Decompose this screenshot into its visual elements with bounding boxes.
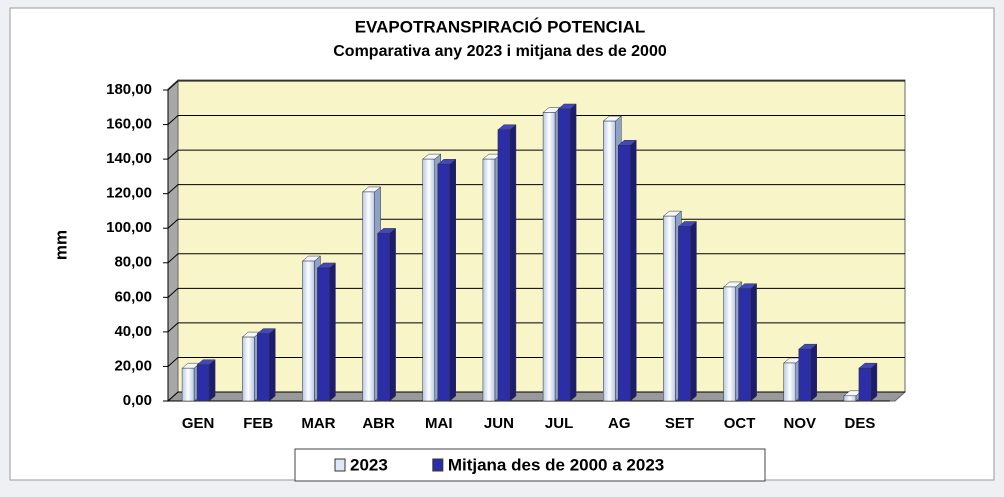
y-tick-label: 160,00 — [106, 116, 152, 133]
bar — [497, 129, 511, 402]
x-tick-label: SET — [665, 415, 694, 432]
grid-line — [167, 322, 905, 333]
bar — [317, 267, 330, 402]
bar — [603, 120, 616, 402]
bar — [843, 395, 857, 402]
y-tick-label: 60,00 — [114, 288, 152, 305]
bar — [663, 215, 676, 402]
legend-swatch — [334, 458, 346, 472]
grid-line — [167, 391, 905, 402]
bar — [678, 226, 691, 402]
x-tick-label: MAI — [425, 415, 453, 432]
bar-side — [690, 220, 697, 402]
bar — [362, 191, 375, 402]
bar-side — [630, 139, 637, 402]
x-tick-label: JUL — [545, 415, 573, 432]
bar-side — [750, 283, 757, 402]
bar — [542, 112, 556, 402]
bar-side — [389, 227, 396, 402]
grid-line — [167, 149, 905, 160]
legend — [294, 448, 766, 482]
grid-line — [167, 115, 905, 125]
bar — [242, 336, 255, 402]
bar — [618, 145, 631, 402]
bar-side — [449, 158, 456, 402]
x-tick-label: DES — [844, 415, 875, 432]
legend-label: 2023 — [350, 455, 388, 474]
back-wall — [177, 79, 906, 393]
y-tick-label: 140,00 — [106, 150, 152, 167]
x-tick-label: MAR — [301, 415, 335, 432]
grid-line — [167, 218, 905, 229]
bar — [181, 367, 195, 402]
bar-side — [569, 103, 577, 402]
bar-side — [329, 262, 336, 402]
bar — [738, 288, 751, 402]
x-tick-label: GEN — [182, 415, 215, 432]
bar — [422, 158, 435, 402]
grid-line — [167, 253, 905, 264]
bar-side — [810, 343, 817, 402]
grid-line — [167, 287, 905, 298]
bar — [257, 333, 270, 402]
x-tick-label: ABR — [362, 415, 395, 432]
bar — [302, 260, 315, 402]
x-tick-label: NOV — [783, 415, 816, 432]
y-tick-label: 80,00 — [114, 254, 152, 271]
legend-swatch — [432, 458, 444, 472]
chart-title: EVAPOTRANSPIRACIÓ POTENCIAL — [355, 17, 646, 36]
bar-side — [208, 359, 216, 402]
x-tick-label: OCT — [724, 415, 756, 432]
y-tick-label: 180,00 — [106, 81, 152, 98]
y-axis-label: mm — [51, 230, 70, 260]
grid-line — [167, 356, 905, 367]
y-tick-label: 40,00 — [114, 323, 152, 340]
y-tick-label: 0,00 — [123, 392, 152, 409]
chart-subtitle: Comparativa any 2023 i mitjana des de 20… — [333, 43, 667, 60]
bar — [783, 362, 796, 402]
bar — [377, 233, 390, 402]
bar — [557, 108, 571, 402]
grid-line — [167, 184, 905, 195]
bar — [482, 158, 496, 402]
bar — [437, 164, 450, 402]
x-tick-label: FEB — [243, 415, 273, 432]
x-tick-label: AG — [608, 415, 631, 432]
bar — [196, 364, 210, 402]
side-wall — [167, 78, 179, 403]
x-tick-label: JUN — [484, 415, 514, 432]
y-tick-label: 120,00 — [106, 185, 152, 202]
bar — [858, 367, 872, 402]
bar-side — [269, 328, 276, 402]
bar-side — [870, 362, 878, 402]
y-tick-label: 20,00 — [114, 357, 152, 374]
bar-side — [509, 124, 517, 402]
y-tick-label: 100,00 — [106, 219, 152, 236]
grid-line — [167, 80, 905, 91]
bar — [798, 348, 811, 402]
bar — [723, 286, 736, 402]
legend-label: Mitjana des de 2000 a 2023 — [448, 455, 664, 474]
